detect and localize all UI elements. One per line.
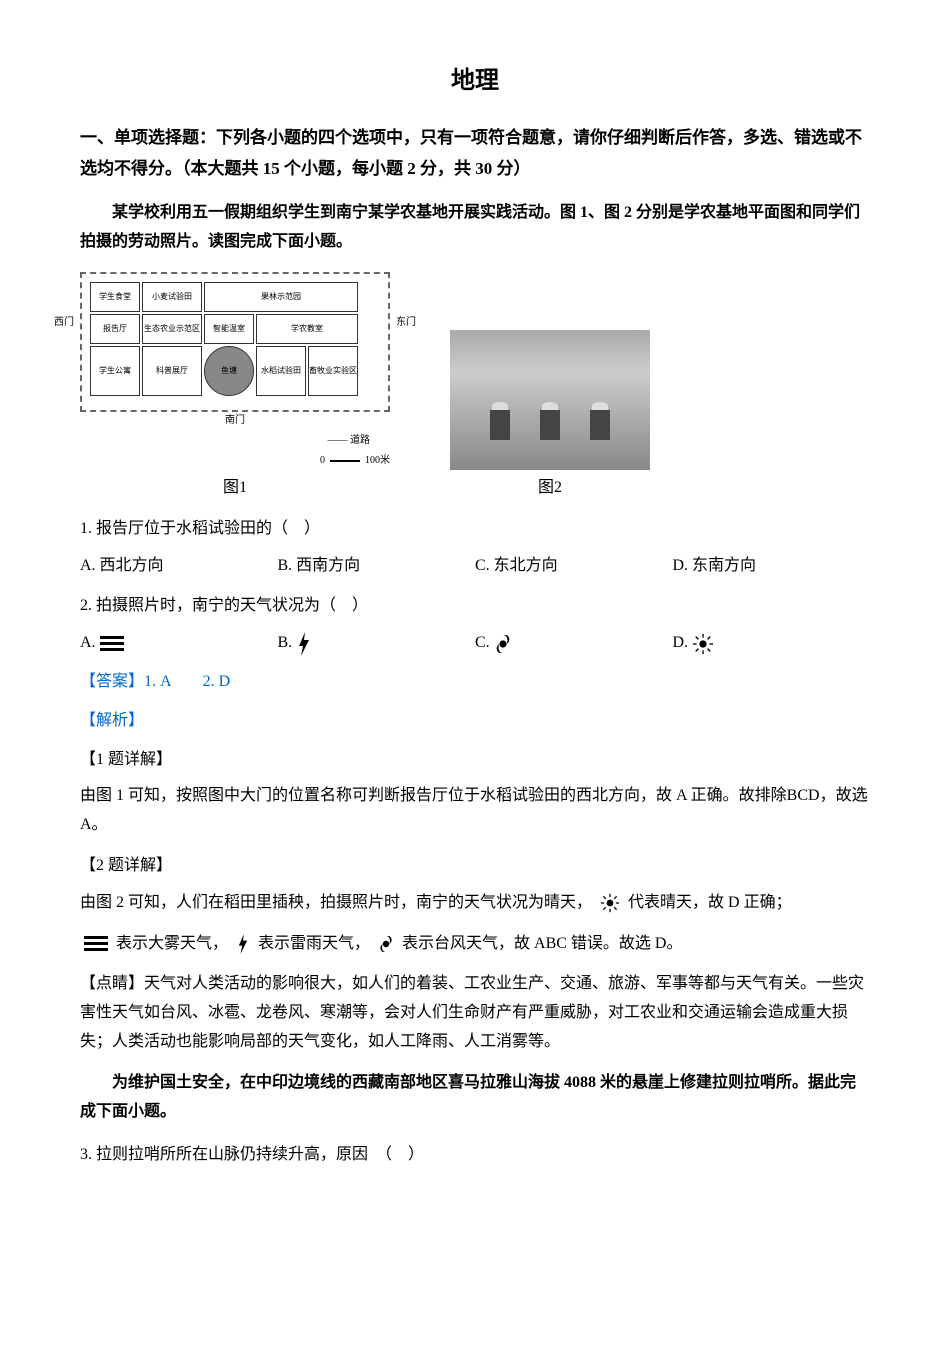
figures-row: 西门 东门 学生食堂 小麦试验田 果林示范园 报告厅 生态农业示范区 智能温室 …	[80, 272, 870, 503]
page-title: 地理	[80, 60, 870, 103]
explain2-header: 【2 题详解】	[80, 852, 870, 881]
q1-option-c: C. 东北方向	[475, 552, 673, 581]
q1-option-d: D. 东南方向	[673, 552, 871, 581]
figure-2: 图2	[450, 330, 650, 503]
q2-d-label: D.	[673, 629, 689, 658]
question-2: 2. 拍摄照片时，南宁的天气状况为（ ）	[80, 592, 870, 621]
question-3: 3. 拉则拉哨所所在山脉仍持续升高，原因 （ ）	[80, 1141, 870, 1170]
scale-0: 0	[320, 452, 325, 470]
point-text: 【点睛】天气对人类活动的影响很大，如人们的着装、工农业生产、交通、旅游、军事等都…	[80, 970, 870, 1056]
q2-option-d: D.	[673, 629, 871, 658]
q2-c-label: C.	[475, 629, 490, 658]
q2-a-label: A.	[80, 629, 96, 658]
photo	[450, 330, 650, 470]
explain1-text: 由图 1 可知，按照图中大门的位置名称可判断报告厅位于水稻试验田的西北方向，故 …	[80, 782, 870, 840]
cell-dorm: 学生公寓	[90, 346, 140, 396]
explain2-line2: 表示大雾天气， 表示雷雨天气， 表示台风天气，故 ABC 错误。故选 D。	[80, 930, 870, 959]
q2-option-a: A.	[80, 629, 278, 658]
sun-icon	[692, 633, 714, 655]
cell-orchard: 果林示范园	[204, 282, 358, 312]
explain1-header: 【1 题详解】	[80, 746, 870, 775]
cell-smart: 智能温室	[204, 314, 254, 344]
fog-icon-inline	[84, 936, 108, 952]
lightning-icon	[296, 632, 312, 656]
explain2-p2: 代表晴天，故 D 正确；	[628, 894, 792, 911]
cell-rice: 水稻试验田	[256, 346, 306, 396]
cell-eco: 生态农业示范区	[142, 314, 202, 344]
q2-option-c: C.	[475, 629, 673, 658]
lightning-icon-inline	[236, 934, 250, 954]
answer-1-2: 【答案】1. A 2. D	[80, 668, 870, 697]
typhoon-icon-inline	[378, 934, 394, 954]
explain2-p1: 由图 2 可知，人们在稻田里插秧，拍摄照片时，南宁的天气状况为晴天，	[80, 894, 592, 911]
explain2-p4: 表示雷雨天气，	[258, 935, 370, 952]
south-gate-label: 南门	[80, 412, 390, 430]
west-gate-label: 西门	[54, 314, 74, 332]
scale-100: 100米	[365, 452, 390, 470]
cell-wheat: 小麦试验田	[142, 282, 202, 312]
map-box: 西门 东门 学生食堂 小麦试验田 果林示范园 报告厅 生态农业示范区 智能温室 …	[80, 272, 390, 412]
scale-bar: 0 100米	[80, 452, 390, 470]
passage-1: 某学校利用五一假期组织学生到南宁某学农基地开展实践活动。图 1、图 2 分别是学…	[80, 199, 870, 257]
east-gate-label: 东门	[396, 314, 416, 332]
explain2-line1: 由图 2 可知，人们在稻田里插秧，拍摄照片时，南宁的天气状况为晴天， 代表晴天，…	[80, 889, 870, 918]
section-header: 一、单项选择题：下列各小题的四个选项中，只有一项符合题意，请你仔细判断后作答，多…	[80, 123, 870, 184]
q1-options: A. 西北方向 B. 西南方向 C. 东北方向 D. 东南方向	[80, 552, 870, 581]
q2-b-label: B.	[278, 629, 293, 658]
question-1: 1. 报告厅位于水稻试验田的（ ）	[80, 515, 870, 544]
fog-icon	[100, 636, 124, 652]
typhoon-icon	[494, 633, 512, 655]
q1-option-a: A. 西北方向	[80, 552, 278, 581]
sun-icon-inline	[600, 893, 620, 913]
passage-2: 为维护国土安全，在中印边境线的西藏南部地区喜马拉雅山海拔 4088 米的悬崖上修…	[80, 1069, 870, 1127]
cell-livestock: 畜牧业实验区	[308, 346, 358, 396]
cell-dining: 学生食堂	[90, 282, 140, 312]
cell-science: 科普展厅	[142, 346, 202, 396]
scale-row: —— 道路	[80, 432, 390, 450]
analysis-label: 【解析】	[80, 707, 870, 736]
cell-classroom: 学农教室	[256, 314, 358, 344]
cell-pond: 鱼塘	[204, 346, 254, 396]
q1-option-b: B. 西南方向	[278, 552, 476, 581]
road-legend: 道路	[350, 435, 370, 446]
q2-option-b: B.	[278, 629, 476, 658]
fig2-caption: 图2	[450, 474, 650, 503]
figure-1: 西门 东门 学生食堂 小麦试验田 果林示范园 报告厅 生态农业示范区 智能温室 …	[80, 272, 390, 503]
fig1-caption: 图1	[80, 474, 390, 503]
explain2-p3: 表示大雾天气，	[116, 935, 228, 952]
map-grid: 学生食堂 小麦试验田 果林示范园 报告厅 生态农业示范区 智能温室 学农教室 学…	[90, 282, 380, 396]
explain2-p5: 表示台风天气，故 ABC 错误。故选 D。	[402, 935, 682, 952]
q2-options: A. B. C. D.	[80, 629, 870, 658]
cell-hall: 报告厅	[90, 314, 140, 344]
